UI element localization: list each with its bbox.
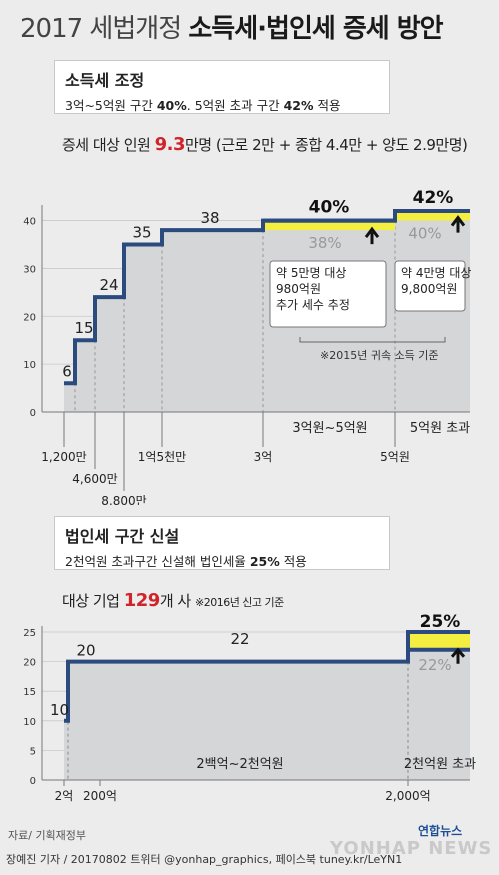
footnote-bracket	[299, 337, 446, 343]
value-label: 15	[74, 319, 93, 337]
old-rate-label: 38%	[308, 234, 341, 252]
news-logo: 연합뉴스	[418, 824, 463, 838]
income-tax-chart: 0 10 20 30 40 6 15 24 35 38 40% 42% 38% 40% 약 5만명 대상 98…	[23, 188, 471, 505]
income-box-line: 3억~5억원 구간 40%. 5억원 초과 구간 42% 적용	[65, 95, 379, 114]
new-rate-label: 40%	[309, 198, 350, 218]
value-label: 10	[50, 701, 69, 719]
old-step-line	[64, 218, 395, 386]
corp-stat-note: ※2016년 신고 기준	[194, 596, 284, 609]
old-step-line	[64, 647, 470, 723]
page-title: 2017 세법개정 소득세·법인세 증세 방안	[20, 8, 444, 45]
y-tick-label: 15	[23, 687, 36, 698]
value-label: 35	[132, 224, 151, 242]
corp-stat-number: 129	[123, 590, 161, 611]
income-line-part: . 5억원 초과 구간	[186, 98, 284, 113]
corp-tax-box: 법인세 구간 신설 2천억원 초과구간 신설해 법인세율 25% 적용	[54, 516, 390, 570]
value-label: 24	[99, 276, 118, 294]
corp-stat-pre: 대상 기업	[62, 592, 124, 610]
corp-tax-chart: 0 5 10 15 20 25 10 20 22 25% 22% 2백억~2천억원 2천억원 초과 2억 2…	[23, 612, 476, 803]
zone-label: 2천억원 초과	[404, 757, 476, 772]
corp-stat: 대상 기업 129개 사 ※2016년 신고 기준	[62, 590, 284, 611]
callout-box	[269, 260, 387, 328]
income-line-rate: 40%	[156, 98, 187, 113]
zone-label: 2백억~2천억원	[196, 757, 283, 772]
source: 자료/ 기획재정부	[8, 829, 87, 842]
x-tick-label: 200억	[83, 789, 117, 803]
corp-box-line: 2천억원 초과구간 신설해 법인세율 25% 적용	[65, 551, 379, 570]
callout-box	[394, 260, 466, 312]
credit-line: 장예진 기자 / 20170802 트위터 @yonhap_graphics, …	[6, 853, 403, 866]
new-rate-label: 25%	[420, 612, 461, 632]
x-tick-label: 2억	[55, 789, 74, 803]
up-arrow-icon	[450, 215, 466, 233]
income-line-rate: 42%	[283, 98, 314, 113]
value-label: 20	[76, 642, 95, 660]
value-label: 38	[200, 209, 219, 227]
y-tick-label: 5	[30, 746, 36, 757]
income-stat-number: 9.3	[154, 134, 186, 155]
x-tick-label: 5억원	[380, 450, 410, 464]
income-line-part: 적용	[313, 98, 341, 113]
y-tick-label: 0	[30, 776, 36, 787]
corp-box-heading: 법인세 구간 신설	[65, 527, 180, 546]
title-main: 소득세·법인세 증세 방안	[188, 14, 443, 44]
footnote: ※2015년 귀속 소득 기준	[320, 349, 439, 362]
callout-line: 약 5만명 대상	[276, 265, 346, 280]
callout-line: 약 4만명 대상	[401, 265, 471, 280]
x-tick-label: 8,800만	[101, 494, 146, 505]
income-stat-post: 만명 (근로 2만 + 종합 4.4만 + 양도 2.9만명)	[185, 136, 468, 154]
old-rate-label: 40%	[408, 225, 441, 243]
callout-line: 9,800억원	[401, 282, 457, 296]
new-rate-label: 42%	[413, 188, 454, 208]
up-arrow-icon	[364, 226, 380, 245]
zone-label: 3억원~5억원	[292, 421, 367, 436]
corp-stat-post: 개 사	[159, 592, 191, 610]
value-label: 22	[230, 630, 249, 648]
income-box-heading: 소득세 조정	[65, 71, 145, 90]
value-label: 6	[62, 362, 72, 380]
x-tick-label: 1,200만	[41, 450, 86, 464]
y-tick-label: 10	[23, 360, 36, 371]
y-tick-label: 10	[23, 717, 36, 728]
income-tax-box: 소득세 조정 3억~5억원 구간 40%. 5억원 초과 구간 42% 적용	[54, 60, 390, 114]
increase-bar	[395, 211, 470, 221]
increase-bar	[408, 632, 470, 650]
y-tick-label: 40	[23, 217, 36, 228]
x-tick-label: 1억5천만	[138, 449, 186, 464]
old-rate-label: 22%	[418, 656, 451, 674]
y-tick-label: 30	[23, 264, 36, 275]
y-tick-label: 25	[23, 628, 36, 639]
x-tick-label: 4,600만	[72, 472, 117, 486]
x-tick-label: 3억	[254, 450, 273, 464]
y-tick-label: 0	[30, 408, 36, 419]
callout-line: 추가 세수 추정	[276, 298, 350, 312]
corp-line-rate: 25%	[249, 554, 280, 569]
y-tick-label: 20	[23, 658, 36, 669]
callout-line: 980억원	[276, 282, 321, 296]
income-stat: 증세 대상 인원 9.3만명 (근로 2만 + 종합 4.4만 + 양도 2.9…	[62, 134, 468, 155]
zone-label: 5억원 초과	[410, 421, 470, 436]
increase-bar	[263, 220, 395, 231]
title-prefix: 2017 세법개정	[20, 14, 182, 44]
corp-line-part: 2천억원 초과구간 신설해 법인세율	[65, 554, 250, 569]
area-fill	[64, 649, 470, 780]
income-stat-pre: 증세 대상 인원	[62, 136, 155, 154]
new-step-line	[263, 209, 470, 223]
watermark: YONHAP NEWS	[330, 838, 493, 859]
income-line-part: 3억~5억원 구간	[65, 98, 157, 113]
up-arrow-icon	[450, 647, 466, 664]
new-step-line	[406, 630, 470, 650]
y-tick-label: 20	[23, 312, 36, 323]
corp-line-part: 적용	[279, 554, 307, 569]
x-tick-label: 2,000억	[385, 789, 430, 803]
